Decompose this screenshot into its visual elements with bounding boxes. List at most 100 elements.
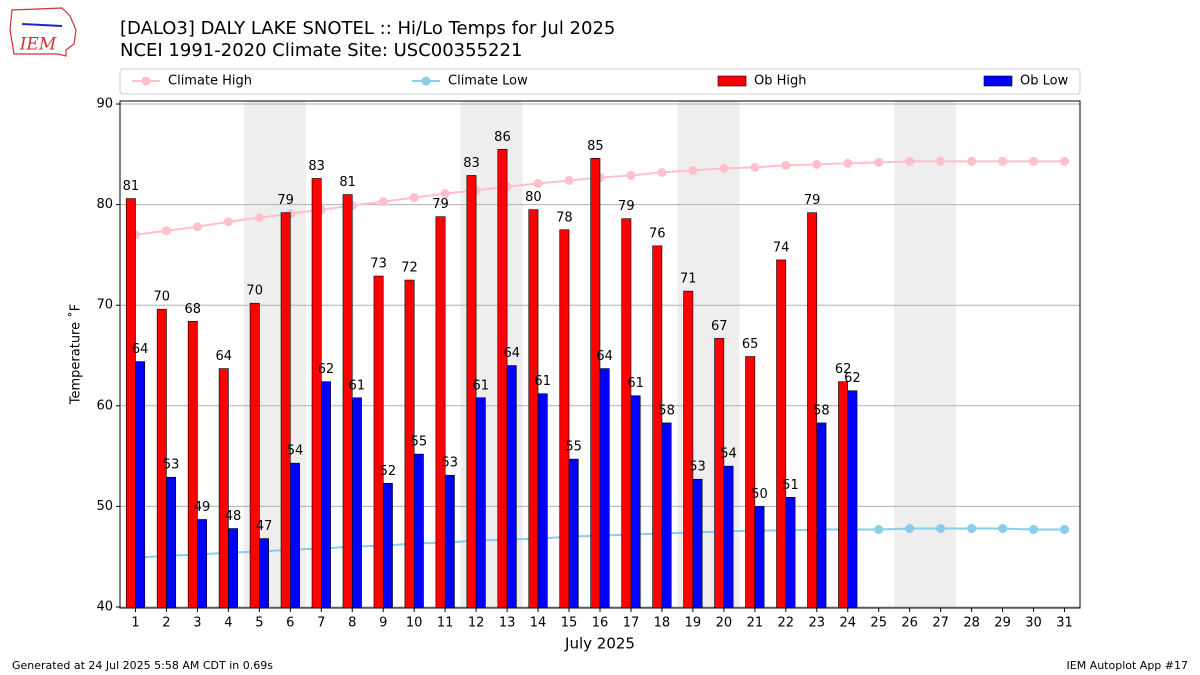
data-label: 79 [432, 197, 449, 212]
bar [652, 245, 663, 609]
plot-frame [119, 100, 1081, 609]
bar [785, 497, 796, 609]
x-tick-label: 9 [379, 616, 387, 631]
data-label: 86 [494, 130, 511, 145]
data-label: 85 [587, 139, 604, 154]
y-tick-label: 90 [96, 97, 113, 112]
y-tick-label: 70 [96, 298, 113, 313]
shaded-span [894, 101, 957, 608]
bar [259, 538, 269, 609]
bar [568, 458, 579, 609]
data-label: 48 [225, 509, 242, 524]
y-tick-label: 80 [96, 197, 113, 212]
bar [723, 465, 734, 609]
line-marker [1060, 525, 1070, 535]
x-tick-label: 10 [406, 616, 423, 631]
line-marker [161, 226, 171, 236]
x-tick-label: 29 [994, 616, 1011, 631]
x-tick-label: 7 [317, 616, 325, 631]
line-marker [1029, 156, 1039, 166]
data-label: 64 [132, 342, 149, 357]
x-tick-label: 26 [901, 616, 918, 631]
bar [559, 229, 570, 609]
line-marker [409, 193, 419, 203]
line-marker [998, 524, 1008, 534]
data-label: 71 [680, 272, 697, 287]
bar [166, 476, 177, 609]
x-tick-label: 4 [224, 616, 232, 631]
x-tick-label: 5 [255, 616, 263, 631]
logo-text: IEM [19, 35, 57, 55]
bar [497, 148, 508, 609]
line-marker [967, 156, 977, 166]
data-label: 76 [649, 226, 666, 241]
legend: Climate High Climate Low Ob High Ob Low [119, 68, 1081, 95]
legend-swatch-marker [141, 76, 151, 86]
data-label: 50 [751, 487, 768, 502]
data-label: 79 [804, 193, 821, 208]
x-axis-label: July 2025 [564, 635, 635, 653]
data-label: 80 [525, 190, 542, 205]
line-marker [843, 158, 853, 168]
data-label: 72 [401, 261, 418, 276]
data-label: 64 [215, 349, 232, 364]
data-label: 64 [503, 346, 520, 361]
bar [754, 506, 765, 609]
x-tick-label: 31 [1056, 616, 1073, 631]
line-marker [688, 165, 698, 175]
bar [320, 381, 331, 609]
bar [661, 422, 672, 609]
data-label: 62 [318, 362, 335, 377]
footer-left: Generated at 24 Jul 2025 5:58 AM CDT in … [12, 659, 273, 672]
chart-title: [DALO3] DALY LAKE SNOTEL :: Hi/Lo Temps … [120, 18, 615, 39]
data-label: 64 [596, 349, 613, 364]
data-label: 54 [720, 447, 737, 462]
bar [590, 158, 601, 609]
line-marker [936, 156, 946, 166]
legend-swatch [717, 75, 747, 87]
data-label: 73 [370, 257, 387, 272]
logo: IEM [9, 7, 77, 57]
data-label: 53 [442, 456, 459, 471]
line-marker [192, 222, 202, 232]
line-marker [1029, 525, 1039, 535]
line-marker [812, 159, 822, 169]
line-marker [874, 157, 884, 167]
x-tick-label: 27 [932, 616, 949, 631]
x-tick-label: 14 [530, 616, 547, 631]
x-tick-label: 1 [131, 616, 139, 631]
line-marker [998, 156, 1008, 166]
bar [197, 519, 208, 609]
bar [373, 275, 384, 609]
bar [342, 194, 353, 609]
bar [218, 368, 229, 609]
data-label: 62 [835, 362, 852, 377]
legend-label: Ob High [754, 74, 807, 89]
logo-line [21, 23, 63, 27]
x-tick-label: 22 [778, 616, 795, 631]
data-label: 65 [742, 337, 759, 352]
bar [290, 462, 300, 609]
bar [621, 218, 632, 609]
line-marker [626, 170, 636, 180]
data-label: 78 [556, 210, 573, 225]
line-marker [440, 189, 450, 199]
legend-label: Climate High [168, 74, 252, 89]
data-label: 52 [380, 464, 397, 479]
bar [838, 381, 849, 609]
x-tick-label: 30 [1025, 616, 1042, 631]
x-tick-label: 3 [193, 616, 201, 631]
data-label: 67 [711, 319, 728, 334]
x-tick-label: 20 [716, 616, 733, 631]
data-label: 74 [773, 240, 790, 255]
line-marker [564, 175, 574, 185]
x-tick-label: 11 [437, 616, 454, 631]
bar [125, 198, 136, 609]
bar [444, 474, 455, 609]
line-marker [719, 163, 729, 173]
bar [745, 356, 756, 609]
x-tick-label: 24 [839, 616, 856, 631]
data-label: 70 [246, 284, 263, 299]
bar [351, 397, 362, 609]
